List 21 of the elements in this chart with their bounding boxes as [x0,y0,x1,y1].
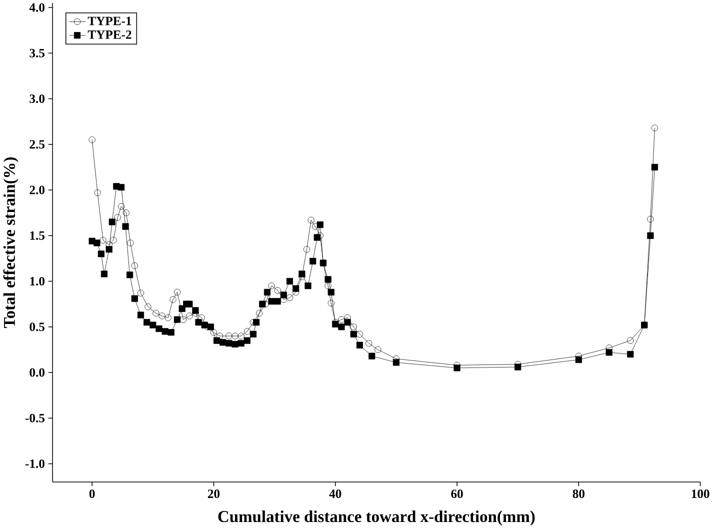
y-tick-label: 1.5 [30,232,45,240]
legend-label: TYPE-2 [88,30,132,39]
x-tick-label: 100 [692,490,710,498]
x-tick-label: 0 [89,490,95,498]
y-tick-label: -1.0 [25,460,44,468]
x-tick-label: 40 [329,490,342,498]
y-axis-title: Total effective strain(%) [3,158,18,328]
x-tick-label: 80 [572,490,584,498]
y-tick-label: 0.0 [30,368,44,377]
y-tick-label: 3.5 [30,49,45,58]
y-tick-label: 0.5 [30,322,45,332]
x-axis-title: Cumulative distance toward x-direction(mm) [218,510,535,526]
x-tick-label: 20 [208,490,220,498]
legend-label: TYPE-1 [88,16,132,26]
x-tick-label: 60 [451,490,463,498]
y-tick-label: -0.5 [25,414,45,423]
y-tick-label: 3.0 [30,94,44,104]
y-tick-label: 1.0 [30,277,44,286]
y-tick-label: 4.0 [29,3,44,12]
y-tick-label: 2.5 [30,140,45,149]
y-tick-label: 2.0 [30,186,44,194]
